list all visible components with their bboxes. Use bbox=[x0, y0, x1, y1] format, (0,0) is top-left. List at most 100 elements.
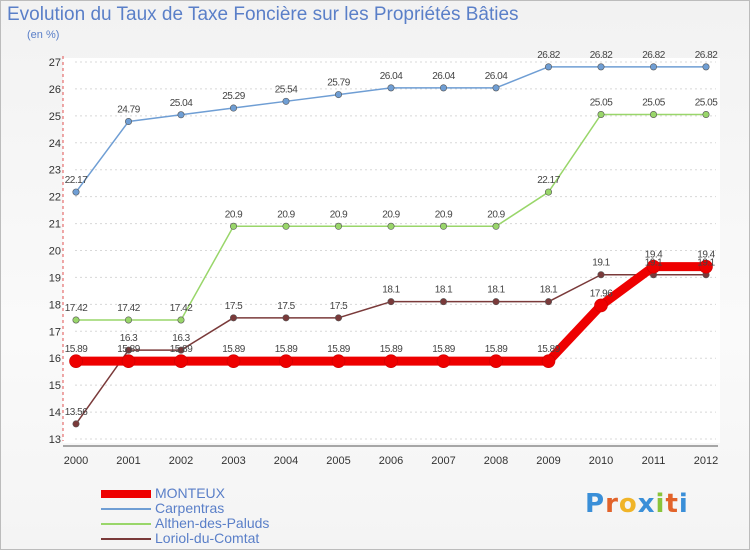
legend-swatch bbox=[101, 522, 151, 525]
data-label: 19.1 bbox=[645, 258, 663, 269]
legend-label: Althen-des-Paluds bbox=[155, 515, 270, 531]
data-point bbox=[125, 118, 133, 126]
data-label: 17.96 bbox=[590, 288, 613, 299]
x-tick-label: 2007 bbox=[431, 455, 455, 467]
data-point bbox=[544, 188, 552, 196]
data-point bbox=[177, 111, 185, 119]
data-point bbox=[226, 354, 241, 368]
data-label: 18.1 bbox=[435, 285, 453, 296]
data-point bbox=[125, 346, 133, 354]
x-tick-label: 2006 bbox=[379, 455, 403, 467]
x-tick-label: 2005 bbox=[326, 455, 350, 467]
data-point bbox=[174, 354, 188, 368]
data-point bbox=[544, 298, 552, 306]
data-label: 20.9 bbox=[435, 209, 453, 220]
x-tick-label: 2009 bbox=[536, 455, 560, 467]
data-label: 17.5 bbox=[330, 301, 348, 312]
logo-letter: r bbox=[605, 489, 619, 519]
data-point bbox=[230, 314, 238, 322]
y-tick-label: 23 bbox=[49, 165, 61, 177]
data-label: 13.56 bbox=[65, 407, 88, 418]
y-tick-label: 16 bbox=[49, 353, 61, 365]
data-point bbox=[282, 222, 290, 230]
chart-legend: MONTEUX Carpentras Althen-des-Paluds Loriol… bbox=[101, 486, 269, 546]
data-label: 15.89 bbox=[537, 344, 560, 355]
data-point bbox=[702, 111, 710, 119]
data-label: 25.05 bbox=[590, 98, 613, 109]
data-label: 15.89 bbox=[485, 344, 508, 355]
data-point bbox=[649, 63, 657, 71]
data-point bbox=[282, 97, 290, 105]
data-point bbox=[69, 354, 83, 368]
data-label: 15.89 bbox=[65, 344, 88, 355]
logo-letter: x bbox=[637, 489, 656, 519]
x-tick-label: 2003 bbox=[221, 455, 245, 467]
data-point bbox=[334, 314, 342, 322]
y-tick-label: 24 bbox=[49, 138, 61, 150]
data-point bbox=[387, 84, 395, 92]
data-label: 16.3 bbox=[172, 333, 190, 344]
y-tick-label: 26 bbox=[49, 84, 61, 96]
y-tick-label: 20 bbox=[49, 246, 61, 258]
data-label: 25.54 bbox=[275, 84, 298, 95]
x-tick-label: 2008 bbox=[484, 455, 508, 467]
data-point bbox=[177, 316, 185, 324]
chart-subtitle: (en %) bbox=[27, 29, 60, 41]
chart-title: Evolution du Taux de Taxe Foncière sur l… bbox=[7, 4, 519, 25]
data-label: 26.82 bbox=[695, 50, 718, 61]
data-label: 22.17 bbox=[537, 175, 560, 186]
data-point bbox=[597, 271, 605, 279]
data-point bbox=[544, 63, 552, 71]
x-tick-label: 2000 bbox=[64, 455, 88, 467]
logo-letter: i bbox=[678, 489, 689, 519]
data-label: 25.05 bbox=[642, 98, 665, 109]
x-tick-label: 2001 bbox=[116, 455, 140, 467]
data-label: 15.89 bbox=[170, 344, 193, 355]
data-label: 19.1 bbox=[697, 258, 715, 269]
data-point bbox=[282, 314, 290, 322]
data-point bbox=[492, 298, 500, 306]
data-label: 19.1 bbox=[592, 258, 610, 269]
data-label: 19.4 bbox=[697, 250, 715, 261]
data-label: 26.04 bbox=[380, 71, 403, 82]
legend-swatch bbox=[101, 537, 151, 540]
data-label: 20.9 bbox=[330, 209, 348, 220]
data-point bbox=[387, 298, 395, 306]
data-label: 19.4 bbox=[645, 250, 663, 261]
data-label: 20.9 bbox=[382, 209, 400, 220]
legend-swatch bbox=[101, 489, 151, 498]
data-label: 20.9 bbox=[277, 209, 295, 220]
data-label: 15.89 bbox=[222, 344, 245, 355]
legend-item: Althen-des-Paluds bbox=[101, 516, 269, 531]
data-label: 26.82 bbox=[590, 50, 613, 61]
y-tick-label: 15 bbox=[49, 380, 61, 392]
x-tick-label: 2010 bbox=[589, 455, 613, 467]
legend-item: MONTEUX bbox=[101, 486, 269, 501]
data-point bbox=[177, 346, 185, 354]
data-label: 26.82 bbox=[642, 50, 665, 61]
legend-swatch bbox=[101, 507, 151, 510]
legend-item: Carpentras bbox=[101, 501, 269, 516]
data-label: 18.1 bbox=[487, 285, 505, 296]
x-tick-label: 2002 bbox=[169, 455, 193, 467]
data-point bbox=[331, 354, 346, 368]
data-point bbox=[125, 316, 133, 324]
data-point bbox=[72, 420, 80, 428]
x-tick-label: 2004 bbox=[274, 455, 298, 467]
data-label: 26.04 bbox=[485, 71, 508, 82]
data-point bbox=[121, 354, 136, 368]
data-label: 17.42 bbox=[65, 303, 88, 314]
data-point bbox=[334, 91, 342, 99]
data-label: 15.89 bbox=[432, 344, 455, 355]
data-point bbox=[597, 63, 605, 71]
y-tick-label: 22 bbox=[49, 192, 61, 204]
data-point bbox=[492, 84, 500, 92]
data-point bbox=[597, 111, 605, 119]
data-point bbox=[492, 222, 500, 230]
data-point bbox=[279, 354, 293, 368]
data-label: 25.29 bbox=[222, 91, 245, 102]
data-label: 20.9 bbox=[487, 209, 505, 220]
legend-item: Loriol-du-Comtat bbox=[101, 531, 269, 546]
